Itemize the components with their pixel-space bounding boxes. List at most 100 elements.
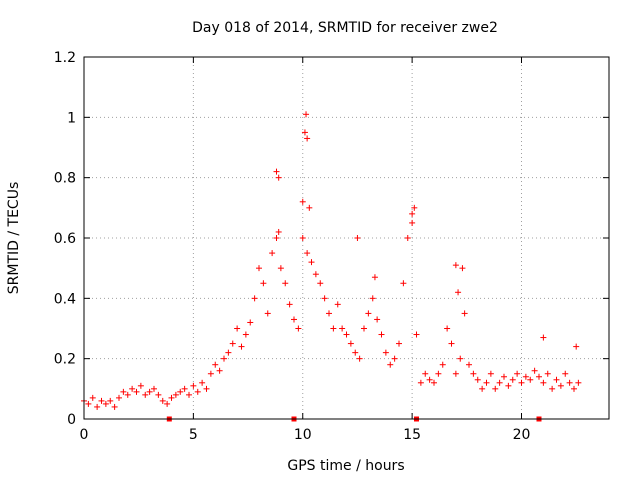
- data-point: [155, 391, 162, 398]
- data-point: [457, 355, 464, 362]
- data-point: [273, 168, 280, 175]
- y-tick-label: 0.6: [54, 231, 76, 247]
- data-point: [501, 373, 507, 380]
- y-tick-label: 1: [67, 110, 76, 126]
- x-tick-label: 10: [294, 427, 312, 443]
- data-point: [374, 316, 381, 323]
- data-point: [382, 349, 389, 356]
- data-point: [496, 379, 503, 386]
- data-point: [282, 280, 289, 287]
- data-point: [164, 400, 171, 407]
- data-point: [116, 394, 122, 401]
- data-point: [452, 262, 459, 269]
- data-point: [575, 379, 582, 386]
- data-point: [181, 385, 188, 392]
- data-point: [303, 111, 310, 118]
- data-point: [216, 367, 223, 374]
- data-point: [221, 355, 227, 362]
- data-point: [168, 394, 175, 401]
- data-point: [422, 370, 429, 377]
- data-point: [177, 388, 184, 395]
- x-tick-label: 0: [80, 427, 89, 443]
- data-point: [295, 325, 302, 332]
- data-point: [391, 355, 398, 362]
- data-point: [339, 325, 346, 332]
- data-point: [371, 274, 378, 281]
- data-point: [264, 310, 271, 317]
- data-point: [304, 135, 311, 142]
- data-point: [190, 382, 197, 389]
- data-point: [413, 331, 420, 338]
- data-point: [387, 361, 394, 368]
- data-point: [151, 385, 157, 392]
- data-point: [299, 235, 306, 241]
- data-point: [194, 388, 201, 395]
- data-point: [540, 334, 547, 341]
- data-point: [566, 379, 573, 386]
- data-point: [207, 370, 214, 377]
- data-point: [159, 397, 166, 404]
- grid: [84, 57, 609, 419]
- data-point: [98, 397, 105, 404]
- data-point: [199, 379, 206, 386]
- data-point: [120, 388, 127, 395]
- data-point: [474, 376, 481, 383]
- data-point: [352, 349, 359, 356]
- data-point: [142, 391, 149, 398]
- y-tick-label: 0.8: [54, 171, 76, 187]
- data-point: [238, 343, 245, 350]
- data-point: [549, 385, 556, 392]
- data-point: [334, 301, 341, 308]
- chart-title: Day 018 of 2014, SRMTID for receiver zwe…: [192, 20, 498, 36]
- data-point: [459, 265, 466, 272]
- data-point: [273, 235, 280, 241]
- data-point: [470, 370, 477, 377]
- data-point: [435, 370, 442, 377]
- data-point: [85, 400, 92, 407]
- data-point: [369, 295, 376, 302]
- data-point: [260, 280, 267, 287]
- data-point: [242, 331, 249, 338]
- data-point: [540, 379, 547, 386]
- plot-frame: [83, 56, 610, 420]
- data-point: [124, 391, 131, 398]
- x-tick-label: 20: [513, 427, 531, 443]
- data-point: [306, 204, 313, 211]
- y-tick-label: 1.2: [54, 50, 76, 66]
- data-point: [400, 280, 407, 287]
- data-point: [277, 265, 284, 272]
- data-point: [251, 295, 258, 302]
- y-tick-label: 0.2: [54, 352, 76, 368]
- data-point: [448, 340, 455, 347]
- data-point: [146, 388, 153, 395]
- data-point: [411, 204, 418, 211]
- data-point: [536, 373, 542, 380]
- data-point: [212, 361, 219, 368]
- y-axis-label: SRMTID / TECUs: [6, 182, 22, 295]
- data-point: [291, 316, 297, 323]
- data-point: [299, 198, 306, 205]
- data-point: [562, 370, 569, 377]
- data-point: [361, 325, 367, 332]
- data-point: [111, 403, 118, 410]
- data-point: [444, 325, 451, 332]
- data-point: [492, 385, 499, 392]
- data-point: [431, 379, 437, 386]
- y-tick-label: 0: [67, 412, 76, 428]
- data-point: [186, 391, 192, 398]
- data-point: [479, 385, 486, 392]
- data-point: [234, 325, 241, 332]
- data-point: [483, 379, 490, 386]
- data-point: [396, 340, 402, 347]
- data-point: [347, 340, 354, 347]
- data-point: [404, 235, 411, 241]
- x-tick-label: 5: [189, 427, 198, 443]
- data-point: [518, 379, 525, 386]
- data-point: [439, 361, 446, 368]
- data-point: [317, 280, 324, 287]
- data-point: [301, 129, 308, 136]
- data-point: [466, 361, 472, 368]
- data-point: [573, 343, 580, 350]
- data-point: [409, 210, 416, 217]
